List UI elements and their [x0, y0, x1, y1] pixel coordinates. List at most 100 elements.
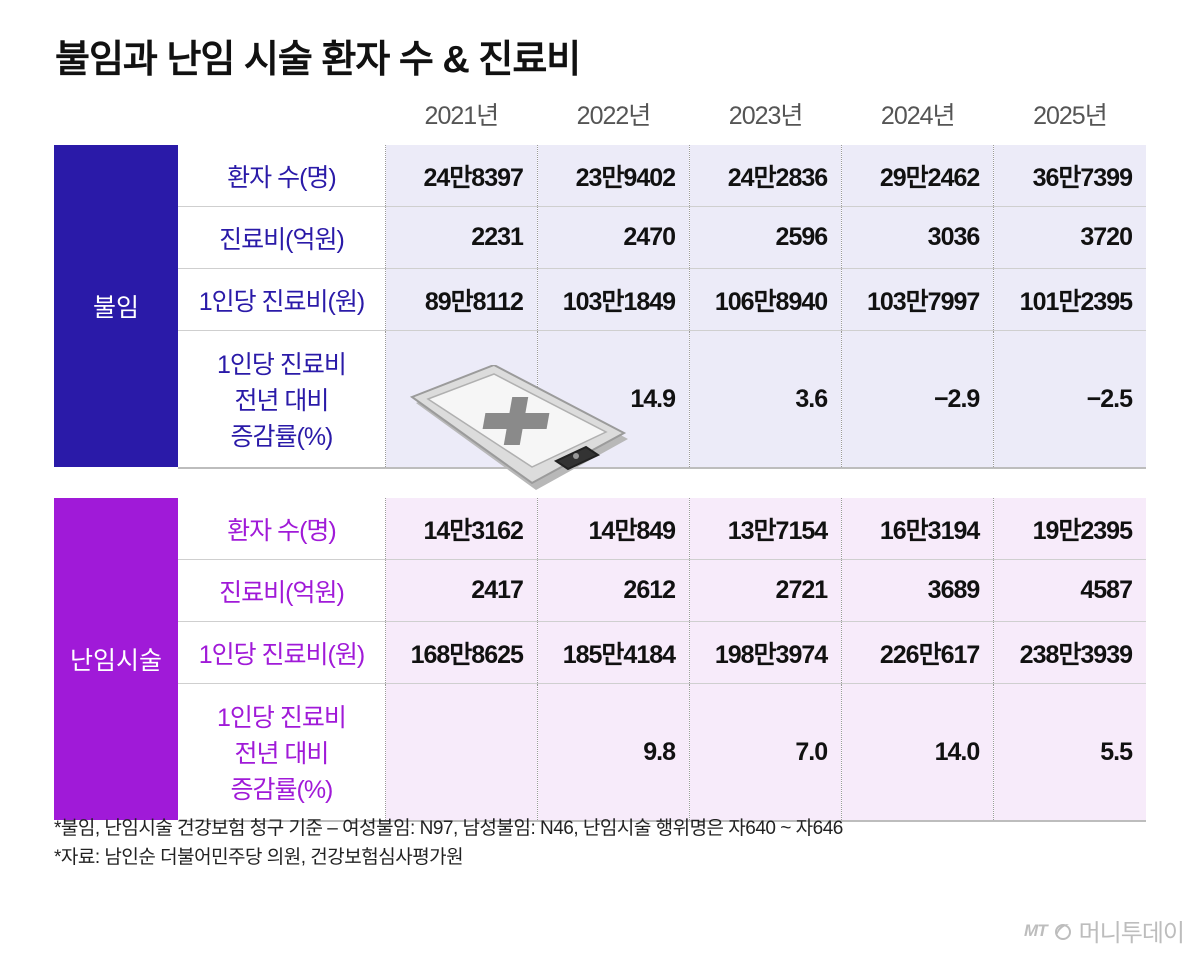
value-cell: 7.0	[689, 683, 843, 822]
footnote-source: *자료: 남인순 더불어민주당 의원, 건강보험심사평가원	[54, 847, 464, 868]
table-row: 진료비(억원) 2231 2470 2596 3036 3720	[54, 206, 1146, 269]
table-row: 1인당 진료비 전년 대비 증감률(%) 14.9 3.6 −2.9 −2.5	[54, 330, 1146, 469]
value-cell: 23만9402	[537, 145, 691, 207]
year-header: 2025년	[1033, 101, 1108, 130]
value-text: 7.0	[795, 737, 828, 766]
value-text: 2612	[623, 576, 676, 604]
value-text: 3720	[1080, 223, 1133, 251]
value-cell: 3720	[993, 206, 1146, 269]
value-text: 19만2395	[1032, 516, 1133, 545]
value-cell: 29만2462	[841, 145, 995, 207]
value-text: 198만3974	[714, 640, 828, 669]
value-cell: 226만617	[841, 621, 995, 684]
header-spacer	[54, 86, 178, 145]
value-cell: 168만8625	[385, 621, 538, 684]
value-cell: 3689	[841, 559, 995, 622]
value-cell: 185만4184	[537, 621, 691, 684]
value-text: −2.9	[933, 384, 980, 413]
value-text: 24만8397	[423, 163, 523, 192]
value-cell: 14.0	[841, 683, 995, 822]
value-text: 89만8112	[424, 287, 524, 316]
value-text: −2.5	[1086, 384, 1133, 413]
logo-mt-mark: MT	[1024, 920, 1048, 940]
value-cell: 14만3162	[385, 498, 538, 560]
value-text: 9.8	[643, 737, 676, 766]
value-text: 103만1849	[562, 287, 676, 316]
value-text: 2231	[471, 223, 524, 251]
value-text: 36만7399	[1032, 163, 1133, 192]
value-cell: −2.9	[841, 330, 995, 469]
value-cell: 4587	[993, 559, 1146, 622]
value-text: 106만8940	[714, 287, 828, 316]
value-text: 5.5	[1100, 737, 1133, 766]
logo-swoosh-icon	[1054, 923, 1071, 940]
table-row: 1인당 진료비(원) 168만8625 185만4184 198만3974 226만61…	[54, 621, 1146, 684]
table-row: 난임시술 환자 수(명) 14만3162 14만849 13만7154 16만3194 19…	[54, 498, 1146, 822]
footnotes: *불임, 난임시술 건강보험 청구 기준 – 여성불임: N97, 남성불임: …	[54, 814, 843, 872]
value-text: 14.0	[934, 737, 981, 766]
table-row: 1인당 진료비 전년 대비 증감률(%) 9.8 7.0 14.0 5.5	[54, 683, 1146, 822]
group-label: 난임시술	[54, 498, 179, 822]
value-text: 3689	[927, 576, 981, 604]
value-cell: 24만8397	[385, 145, 538, 207]
metric-label: 진료비(억원)	[178, 559, 386, 622]
year-header: 2023년	[728, 101, 804, 130]
value-cell: 14만849	[537, 498, 691, 560]
page-title: 불임과 난임 시술 환자 수 & 진료비	[55, 39, 581, 81]
value-text: 2596	[775, 223, 829, 251]
year-header-row: 2021년 2022년 2023년 2024년 2025년	[54, 86, 1146, 145]
value-text: 14.9	[630, 384, 676, 413]
value-cell: 3.6	[689, 330, 843, 469]
value-text: 185만4184	[562, 640, 676, 669]
data-table: 2021년 2022년 2023년 2024년 2025년 불임 환자 수(명) 24만83…	[54, 86, 1146, 822]
footnote-criteria: *불임, 난임시술 건강보험 청구 기준 – 여성불임: N97, 남성불임: …	[54, 818, 843, 839]
value-text: 2417	[471, 576, 524, 604]
metric-label: 1인당 진료비 전년 대비 증감률(%)	[178, 683, 386, 822]
value-cell: 103만1849	[537, 268, 691, 331]
metric-label: 1인당 진료비 전년 대비 증감률(%)	[178, 330, 386, 469]
value-text: 238만3939	[1019, 640, 1133, 669]
publisher-logo: MT 머니투데이	[1024, 913, 1185, 948]
value-cell: 198만3974	[689, 621, 843, 684]
value-text: 4587	[1080, 576, 1133, 604]
value-cell: 9.8	[537, 683, 691, 822]
value-cell: 2721	[689, 559, 843, 622]
table-row: 불임 환자 수(명) 24만8397 23만9402 24만2836 29만2462 36만…	[54, 145, 1146, 469]
value-cell	[385, 330, 538, 469]
value-cell: 16만3194	[841, 498, 995, 560]
value-cell: 3036	[841, 206, 995, 269]
value-cell: 238만3939	[993, 621, 1146, 684]
value-text: 14만849	[588, 516, 677, 545]
metric-label: 1인당 진료비(원)	[178, 268, 386, 331]
table-row: 1인당 진료비(원) 89만8112 103만1849 106만8940 103만799…	[54, 268, 1146, 331]
value-cell: 101만2395	[993, 268, 1146, 331]
value-text: 168만8625	[410, 640, 524, 669]
value-text: 23만9402	[575, 163, 676, 192]
group-gap	[54, 468, 1146, 498]
table-row: 진료비(억원) 2417 2612 2721 3689 4587	[54, 559, 1146, 622]
value-text: 14만3162	[423, 516, 523, 545]
value-cell	[385, 683, 538, 822]
metric-label: 환자 수(명)	[178, 145, 386, 207]
value-cell: 2417	[385, 559, 538, 622]
year-header: 2024년	[880, 101, 956, 130]
value-cell: 2231	[385, 206, 538, 269]
value-text: 16만3194	[879, 516, 980, 545]
value-text: 13만7154	[727, 516, 828, 545]
year-header: 2022년	[576, 101, 652, 130]
value-cell: 106만8940	[689, 268, 843, 331]
value-cell: 14.9	[537, 330, 691, 469]
value-text: 3.6	[795, 384, 828, 413]
value-cell: 36만7399	[993, 145, 1146, 207]
header-spacer	[178, 86, 385, 145]
value-text: 29만2462	[879, 163, 980, 192]
value-text: 101만2395	[1019, 287, 1133, 316]
value-cell: 89만8112	[385, 268, 538, 331]
value-text: 2470	[623, 223, 676, 251]
value-cell: 103만7997	[841, 268, 995, 331]
value-cell: 5.5	[993, 683, 1146, 822]
value-cell: 24만2836	[689, 145, 843, 207]
value-cell: 19만2395	[993, 498, 1146, 560]
value-text: 24만2836	[727, 163, 828, 192]
group-label: 불임	[54, 145, 179, 469]
